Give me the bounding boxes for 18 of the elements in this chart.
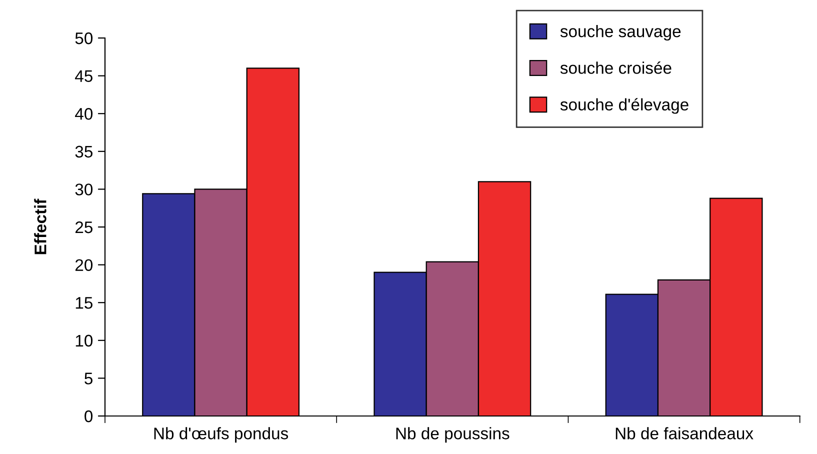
y-tick-label: 0 — [84, 410, 93, 422]
x-tick-label: Nb de faisandeaux — [616, 427, 754, 440]
y-tick-label: 15 — [76, 297, 92, 309]
y-tick-label: 20 — [75, 259, 93, 272]
y-tick-label: 40 — [75, 108, 93, 120]
y-axis-title: Effectif — [34, 198, 46, 254]
legend-label: souche d'élevage — [560, 98, 688, 114]
x-tick-label: Nb d'œufs pondus — [154, 427, 288, 443]
x-tick-label: Nb de poussins — [396, 427, 510, 443]
y-tick-label: 45 — [75, 70, 92, 82]
legend-label: souche sauvage — [560, 25, 681, 41]
y-tick-label: 25 — [75, 221, 92, 234]
y-tick-label: 10 — [76, 334, 93, 347]
legend-label: souche croisée — [560, 61, 672, 74]
y-tick-label: 5 — [84, 372, 92, 384]
y-tick-label: 30 — [75, 184, 93, 196]
y-tick-label: 35 — [75, 146, 92, 158]
y-tick-label: 50 — [75, 32, 93, 44]
